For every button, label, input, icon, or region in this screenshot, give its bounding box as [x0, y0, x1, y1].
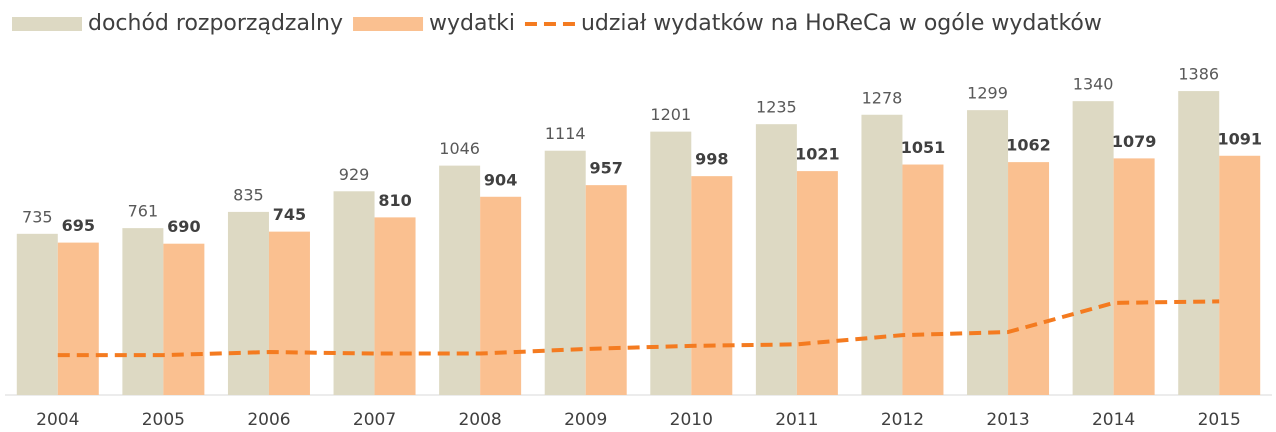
bar [16, 233, 58, 395]
bar [374, 217, 416, 395]
legend-label: dochód rozporządzalny [88, 11, 343, 36]
data-label: 810 [378, 191, 411, 210]
data-label: 1386 [1178, 65, 1219, 84]
bar [691, 176, 733, 395]
bar [1008, 162, 1050, 395]
bar [544, 150, 586, 395]
data-label: 1114 [545, 124, 586, 143]
data-label: 1278 [862, 88, 903, 107]
x-tick-label: 2011 [775, 410, 818, 430]
data-label: 1091 [1217, 129, 1262, 148]
data-label: 1235 [756, 98, 797, 117]
x-tick-label: 2013 [986, 410, 1029, 430]
bar [268, 231, 310, 395]
data-label: 835 [233, 185, 264, 204]
bar [1113, 158, 1155, 395]
bar [967, 110, 1009, 395]
legend-swatch [353, 17, 424, 31]
x-tick-label: 2005 [142, 410, 185, 430]
bar [902, 164, 944, 395]
bar [480, 196, 522, 395]
data-label: 1046 [439, 139, 480, 158]
data-label: 1062 [1006, 136, 1051, 155]
legend-label: udział wydatków na HoReCa w ogóle wydatk… [581, 11, 1102, 36]
data-label: 1299 [967, 84, 1008, 103]
legend-label: wydatki [429, 11, 515, 36]
data-label: 695 [62, 216, 95, 235]
data-label: 1021 [795, 145, 840, 164]
bar [585, 185, 627, 395]
data-label: 998 [695, 150, 728, 169]
x-tick-label: 2010 [670, 410, 713, 430]
x-tick-label: 2009 [564, 410, 607, 430]
data-label: 1201 [650, 105, 691, 124]
data-label: 735 [22, 207, 53, 226]
line-series [57, 299, 1220, 358]
bar [650, 131, 692, 395]
bar [439, 165, 481, 395]
data-label: 1340 [1073, 75, 1114, 94]
bar [1219, 155, 1261, 395]
bar [755, 124, 797, 396]
bar [163, 243, 205, 395]
data-label: 1051 [901, 138, 946, 157]
data-label: 745 [273, 205, 306, 224]
bar [333, 191, 375, 395]
x-tick-label: 2015 [1198, 410, 1241, 430]
x-tick-label: 2007 [353, 410, 396, 430]
x-tick-label: 2012 [881, 410, 924, 430]
data-label: 957 [590, 159, 623, 178]
data-label: 904 [484, 170, 517, 189]
bar [861, 114, 903, 395]
data-label: 761 [128, 202, 159, 221]
bar [796, 171, 838, 395]
bar [1072, 101, 1114, 396]
x-tick-label: 2006 [247, 410, 290, 430]
x-tick-label: 2004 [36, 410, 79, 430]
bar [57, 242, 99, 395]
data-label: 929 [339, 165, 370, 184]
data-label: 690 [167, 217, 200, 236]
bar [1178, 91, 1220, 395]
bar [227, 211, 269, 395]
legend-swatch [12, 17, 82, 31]
x-tick-label: 2014 [1092, 410, 1135, 430]
x-tick-label: 2008 [458, 410, 501, 430]
data-label: 1079 [1112, 132, 1157, 151]
bar [122, 228, 164, 395]
